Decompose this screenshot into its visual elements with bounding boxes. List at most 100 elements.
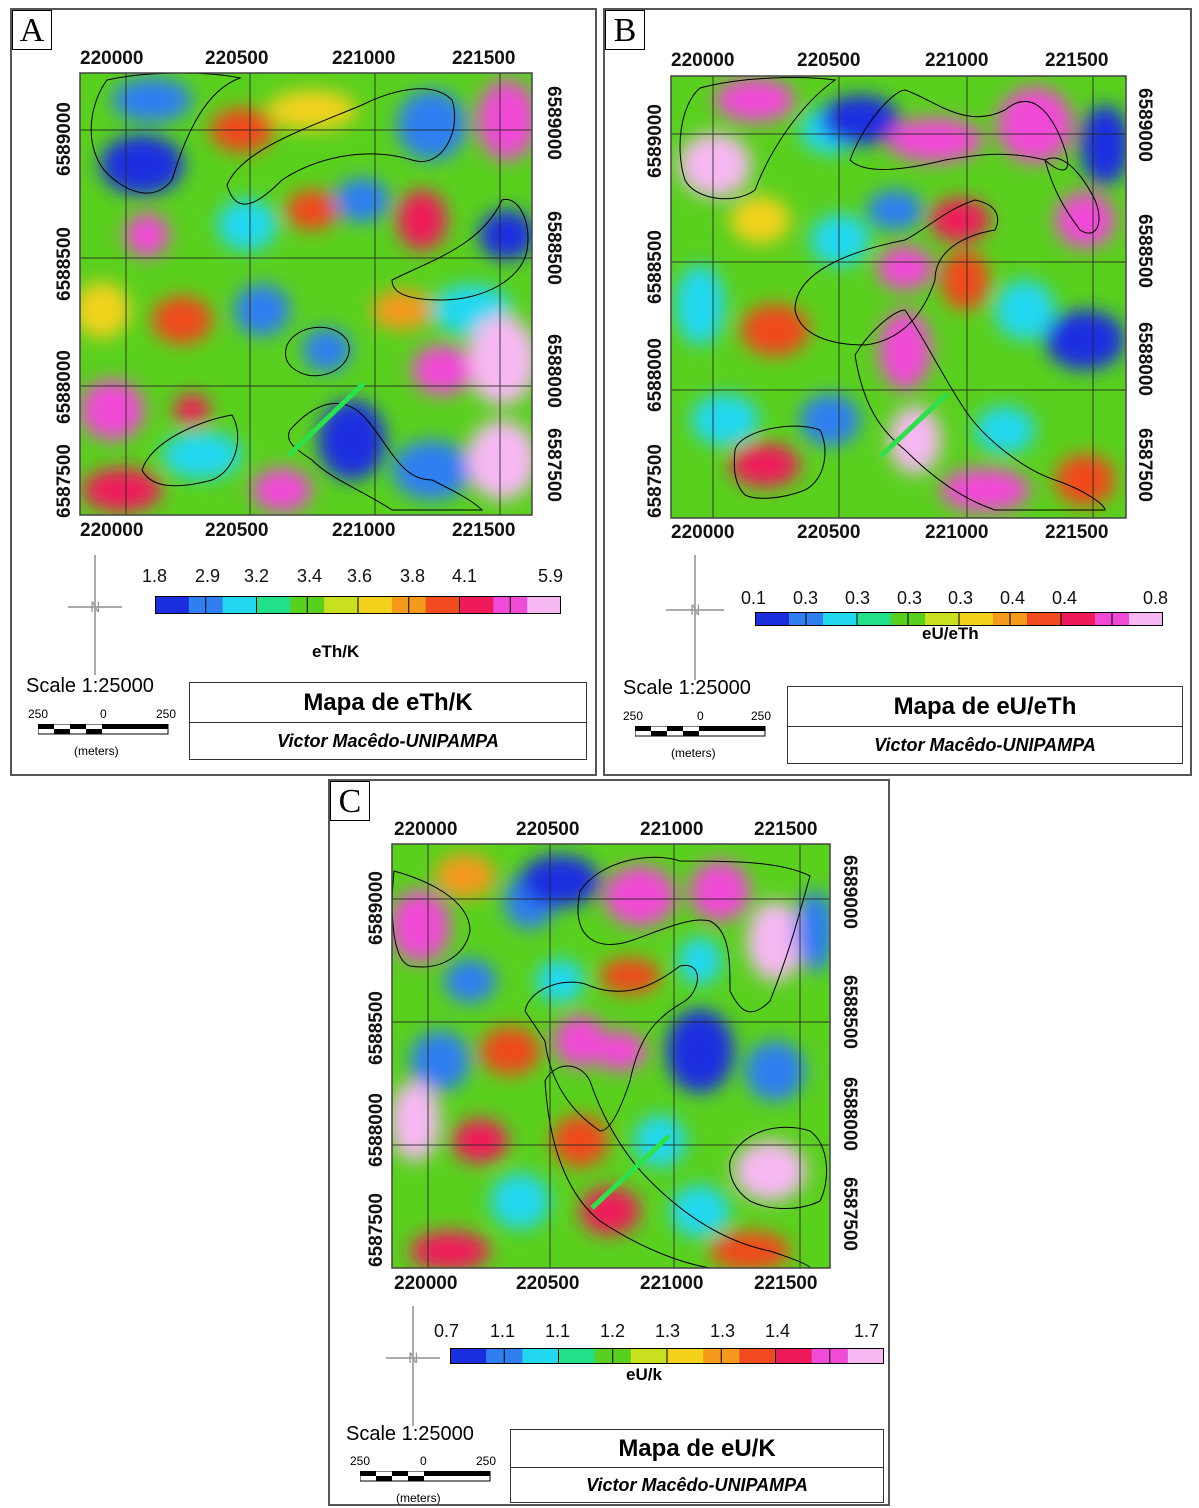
x-tick-bottom: 220500 <box>205 520 269 541</box>
x-tick-top: 221000 <box>332 48 396 69</box>
legend-value: 3.8 <box>400 566 426 586</box>
color-bar-swatch <box>823 612 858 626</box>
scale-bar-right: 250 <box>476 1454 497 1468</box>
color-bar-swatch <box>667 1348 704 1364</box>
scale-bar-left: 250 <box>350 1454 371 1468</box>
legend-value: 3.2 <box>244 566 270 586</box>
x-tick-bottom: 220000 <box>394 1273 458 1294</box>
scale-bar-right: 250 <box>156 707 177 721</box>
legend-value: 1.3 <box>710 1321 736 1341</box>
color-bar-swatch <box>527 596 561 614</box>
color-bar-swatch <box>256 596 291 614</box>
x-tick-top: 221500 <box>1045 50 1109 71</box>
legend-value: 1.2 <box>600 1321 626 1341</box>
panel-letter: B <box>605 10 645 50</box>
profile-line <box>286 381 366 458</box>
color-bar-swatch <box>459 596 494 614</box>
scale-bar-unit: (meters) <box>74 744 119 758</box>
color-bar-swatch <box>775 1348 813 1364</box>
color-bar <box>755 612 1163 626</box>
x-tick-bottom: 220500 <box>516 1273 580 1294</box>
legend-value: 3.4 <box>297 566 323 586</box>
legend-title: eTh/K <box>312 642 360 661</box>
x-tick-bottom: 221000 <box>640 1273 704 1294</box>
scale-bar-mid: 0 <box>100 707 107 721</box>
x-tick-top: 221500 <box>754 819 818 840</box>
scale-bar-unit: (meters) <box>396 1491 441 1505</box>
x-tick-bottom: 221000 <box>332 520 396 541</box>
title-block: Mapa de eU/K Victor Macêdo-UNIPAMPA <box>510 1429 884 1503</box>
map-panel-b: B 220000 220500 221000 221500 220000 220… <box>603 8 1192 776</box>
color-bar-swatch <box>450 1348 487 1364</box>
north-arrow-icon: N <box>378 1306 448 1426</box>
legend-value: 1.3 <box>655 1321 681 1341</box>
legend-value: 0.4 <box>1000 588 1026 608</box>
color-bar-swatch <box>1129 612 1163 626</box>
map-panel-c: C 220000 220500 221000 221500 220000 220… <box>328 779 890 1506</box>
map-frame <box>79 72 533 516</box>
legend-value: 0.3 <box>897 588 923 608</box>
scale-bar-mid: 0 <box>420 1454 427 1468</box>
color-bar-swatch <box>1061 612 1096 626</box>
x-tick-top: 220500 <box>516 819 580 840</box>
legend-title: eU/k <box>626 1365 662 1384</box>
color-bar-frame <box>155 596 561 614</box>
legend-value: 4.1 <box>452 566 478 586</box>
legend-value: 0.3 <box>948 588 974 608</box>
color-bar-swatch <box>425 596 460 614</box>
x-tick-bottom: 220000 <box>80 520 144 541</box>
map-title: Mapa de eTh/K <box>303 689 473 716</box>
legend-value: 0.1 <box>741 588 767 608</box>
color-bar-swatch <box>358 596 393 614</box>
x-tick-top: 220000 <box>80 48 144 69</box>
legend-value: 0.3 <box>845 588 871 608</box>
x-tick-top: 220000 <box>671 50 735 71</box>
legend-value: 0.3 <box>793 588 819 608</box>
color-bar-swatch <box>558 1348 596 1364</box>
color-bar-swatch <box>739 1348 776 1364</box>
legend-value: 1.7 <box>854 1321 880 1341</box>
map-panel-a: A 220000 220500 221000 221500 220000 220… <box>10 8 597 776</box>
x-tick-top: 221000 <box>925 50 989 71</box>
x-tick-top: 220500 <box>797 50 861 71</box>
color-bar <box>450 1348 884 1364</box>
legend-value: 1.1 <box>545 1321 571 1341</box>
scale-label: Scale 1:25000 <box>26 675 154 697</box>
x-tick-top: 221500 <box>452 48 516 69</box>
color-bar-swatch <box>847 1348 884 1364</box>
color-bar <box>155 596 561 614</box>
x-tick-bottom: 220000 <box>671 522 735 543</box>
color-bar-swatch <box>324 596 359 614</box>
map-author: Victor Macêdo-UNIPAMPA <box>586 1475 808 1495</box>
panel-letter: C <box>330 781 370 821</box>
x-tick-bottom: 221500 <box>754 1273 818 1294</box>
color-bar-swatch <box>925 612 960 626</box>
panel-letter: A <box>12 10 52 50</box>
profile-line <box>590 1134 671 1210</box>
scale-bar-mid: 0 <box>697 709 704 723</box>
legend-value: 0.8 <box>1143 588 1169 608</box>
map-title: Mapa de eU/K <box>618 1435 776 1462</box>
legend-value: 5.9 <box>538 566 564 586</box>
color-bar-swatch <box>1027 612 1062 626</box>
legend-value: 1.8 <box>142 566 168 586</box>
title-block: Mapa de eTh/K Victor Macêdo-UNIPAMPA <box>189 682 587 760</box>
x-tick-top: 221000 <box>640 819 704 840</box>
map-author: Victor Macêdo-UNIPAMPA <box>277 731 499 751</box>
x-tick-bottom: 220500 <box>797 522 861 543</box>
color-bar-swatch <box>857 612 892 626</box>
scale-label: Scale 1:25000 <box>346 1423 474 1445</box>
north-arrow-icon: N <box>660 555 730 680</box>
title-block: Mapa de eU/eTh Victor Macêdo-UNIPAMPA <box>787 686 1183 764</box>
map-canvas <box>670 75 1127 519</box>
scale-bar-right: 250 <box>751 709 772 723</box>
map-author: Victor Macêdo-UNIPAMPA <box>874 735 1096 755</box>
x-tick-bottom: 221000 <box>925 522 989 543</box>
map-canvas <box>391 843 831 1269</box>
x-tick-bottom: 221500 <box>452 520 516 541</box>
color-bar-swatch <box>155 596 190 614</box>
x-tick-bottom: 221500 <box>1045 522 1109 543</box>
svg-text:N: N <box>408 1351 418 1367</box>
color-bar-swatch <box>522 1348 559 1364</box>
scale-label: Scale 1:25000 <box>623 677 751 699</box>
